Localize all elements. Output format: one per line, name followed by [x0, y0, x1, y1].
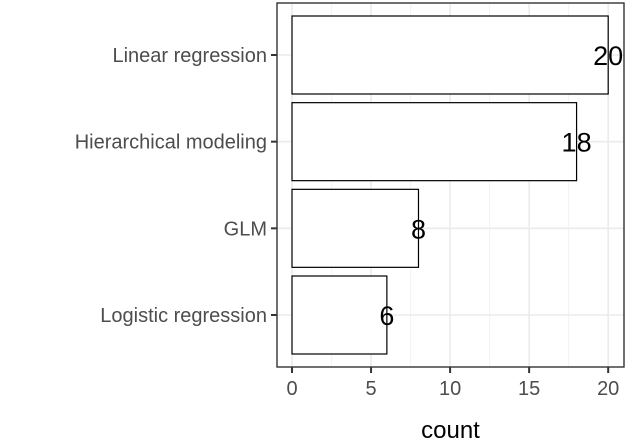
- y-axis: Linear regression Hierarchical modeling GL…: [75, 45, 277, 327]
- x-axis-title: count: [421, 417, 480, 444]
- x-tick-label: 10: [439, 378, 461, 400]
- data-labels: 20 18 8 6: [379, 41, 623, 331]
- x-tick-label: 20: [597, 378, 619, 400]
- data-label: 20: [593, 41, 623, 71]
- bar: [291, 15, 609, 95]
- x-tick-label: 5: [365, 378, 376, 400]
- x-tick-label: 15: [518, 378, 540, 400]
- y-tick-label: Linear regression: [112, 45, 267, 67]
- data-label: 6: [379, 301, 394, 331]
- x-tick-label: 0: [286, 378, 297, 400]
- bar: [291, 275, 388, 355]
- bar: [291, 102, 578, 182]
- bar: [291, 188, 420, 268]
- data-label: 8: [411, 214, 426, 244]
- data-label: 18: [562, 128, 592, 158]
- y-tick-label: Hierarchical modeling: [75, 132, 267, 154]
- y-tick-label: GLM: [224, 218, 267, 240]
- y-tick-label: Logistic regression: [100, 305, 267, 327]
- x-axis: 0 5 10 15 20: [286, 367, 619, 400]
- bars: [291, 15, 609, 355]
